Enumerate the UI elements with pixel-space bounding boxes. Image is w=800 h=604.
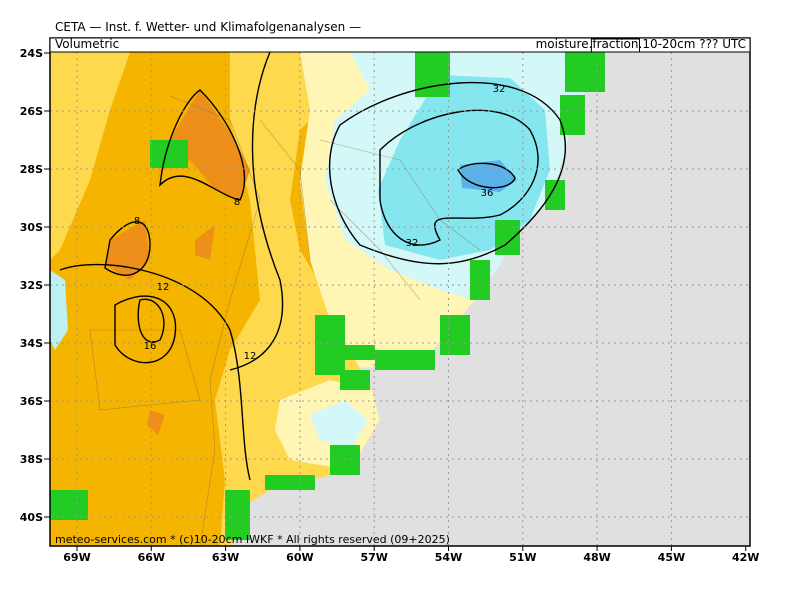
fraction-box <box>590 38 640 53</box>
lat-label: 26S <box>20 105 43 118</box>
contour-label: 32 <box>406 238 419 249</box>
lat-label: 40S <box>20 511 43 524</box>
contour-label: 8 <box>234 197 240 208</box>
subtitle-left: Volumetric <box>55 37 119 51</box>
lon-label: 66W <box>138 551 165 564</box>
lon-label: 63W <box>212 551 239 564</box>
subtitle-part: fraction <box>592 37 638 51</box>
lon-label: 69W <box>63 551 90 564</box>
contour-label: 36 <box>481 188 494 199</box>
subtitle-strip <box>49 37 751 53</box>
lat-label: 34S <box>20 337 43 350</box>
lon-label: 48W <box>583 551 610 564</box>
subtitle-right: moisture.fraction.10-20cm ??? UTC <box>536 37 746 51</box>
title: CETA — Inst. f. Wetter- und Klimafolgena… <box>55 20 361 34</box>
subtitle-part: .10-20cm ??? UTC <box>639 37 747 51</box>
lon-label: 57W <box>360 551 387 564</box>
subtitle-part: moisture. <box>536 37 593 51</box>
lat-label: 38S <box>20 453 43 466</box>
lat-label: 30S <box>20 221 43 234</box>
lon-label: 60W <box>286 551 313 564</box>
lon-label: 42W <box>732 551 759 564</box>
lon-label: 54W <box>435 551 462 564</box>
lat-label: 28S <box>20 163 43 176</box>
contour-label: 12 <box>244 351 257 362</box>
lat-label: 36S <box>20 395 43 408</box>
contour-label: 12 <box>157 282 170 293</box>
lat-label: 32S <box>20 279 43 292</box>
contour-label: 32 <box>493 84 506 95</box>
lat-label: 24S <box>20 47 43 60</box>
map-area <box>50 52 750 546</box>
lon-label: 45W <box>658 551 685 564</box>
footer: meteo-services.com * (c)10-20cm IWKF * A… <box>55 533 450 546</box>
lon-label: 51W <box>509 551 536 564</box>
contour-label: 8 <box>134 216 140 227</box>
contour-label: 16 <box>144 341 157 352</box>
